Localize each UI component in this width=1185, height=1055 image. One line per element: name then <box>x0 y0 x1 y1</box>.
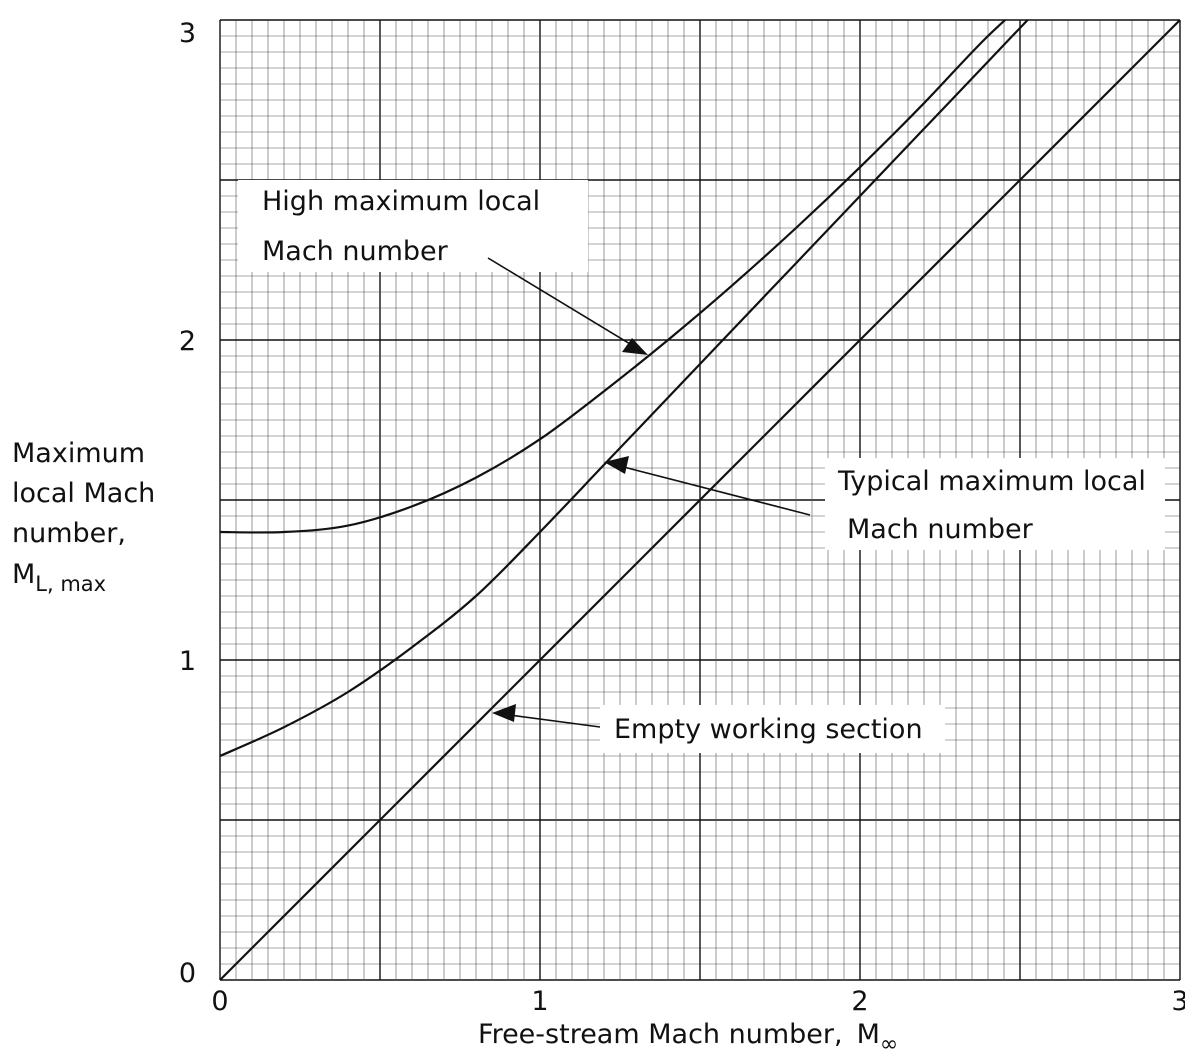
x-tick-label: 3 <box>1171 986 1185 1017</box>
y-tick-label: 0 <box>179 958 196 989</box>
y-tick-label: 3 <box>179 18 196 49</box>
tick-labels: 0 1 2 3 0 1 2 3 <box>179 18 1185 1017</box>
annotation-typical-line1: Typical maximum local <box>837 466 1146 497</box>
y-axis-title-symbol: ML, max <box>12 559 106 596</box>
annotation-box-high <box>238 180 588 272</box>
annotation-typical-line2: Mach number <box>847 514 1034 545</box>
annotation-box-empty <box>600 705 945 753</box>
leader-typical <box>615 464 811 516</box>
x-tick-label: 0 <box>211 986 228 1017</box>
x-axis-symbol: M <box>857 1019 880 1050</box>
x-axis-title: Free-stream Mach number, M∞ <box>478 1019 898 1055</box>
y-axis-subscript: L, max <box>35 572 106 596</box>
arrowhead-empty <box>492 704 516 722</box>
y-axis-title-line1: Maximum <box>12 438 145 469</box>
annotation-high-line1: High maximum local <box>262 186 540 217</box>
x-tick-label: 1 <box>531 986 548 1017</box>
y-axis-title-line3: number, <box>12 518 126 549</box>
x-axis-title-text: Free-stream Mach number, <box>478 1019 843 1050</box>
y-axis-title-line2: local Mach <box>12 478 155 509</box>
leader-high <box>487 257 641 351</box>
annotation-high-line2: Mach number <box>262 236 449 267</box>
annotation-box-typical <box>825 458 1165 550</box>
arrowhead-typical <box>604 456 629 474</box>
y-axis-symbol: M <box>12 559 35 590</box>
y-tick-label: 2 <box>179 326 196 357</box>
leader-empty <box>501 713 601 728</box>
arrowhead-high <box>622 338 648 355</box>
y-tick-label: 1 <box>179 646 196 677</box>
empty-working-section-line <box>220 20 1180 980</box>
high-max-local-mach-line <box>220 20 1007 534</box>
x-tick-label: 2 <box>851 986 868 1017</box>
annotation-empty: Empty working section <box>614 714 923 745</box>
x-axis-subscript: ∞ <box>880 1032 898 1055</box>
typical-max-local-mach-line <box>220 20 1030 758</box>
curves <box>220 20 1180 980</box>
